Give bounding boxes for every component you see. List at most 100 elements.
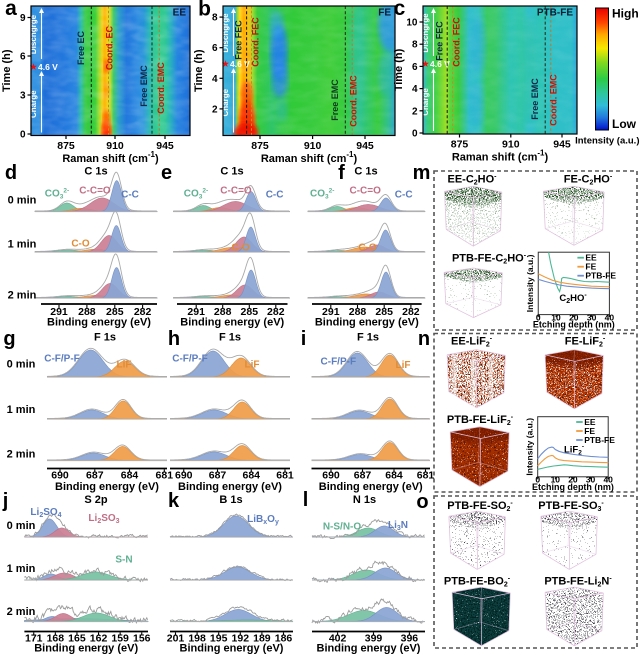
svg-text:8: 8	[212, 13, 218, 24]
svg-text:★: ★	[30, 63, 38, 72]
svg-text:3: 3	[20, 91, 26, 102]
svg-text:159: 159	[111, 633, 129, 645]
svg-text:CO32-: CO32-	[45, 188, 69, 201]
svg-text:Etching depth (nm): Etching depth (nm)	[532, 482, 614, 492]
svg-text:6: 6	[412, 62, 418, 73]
svg-text:Coord. EMC: Coord. EMC	[156, 62, 166, 114]
svg-text:EE: EE	[173, 8, 187, 19]
svg-text:C 1s: C 1s	[84, 166, 107, 178]
svg-text:30: 30	[587, 312, 597, 322]
svg-text:285: 285	[106, 306, 124, 318]
svg-text:C-O: C-O	[231, 243, 250, 254]
svg-text:282: 282	[267, 306, 285, 318]
svg-text:10: 10	[406, 18, 418, 29]
svg-text:LiF: LiF	[117, 359, 132, 370]
svg-text:CO32-: CO32-	[184, 188, 208, 201]
svg-text:171: 171	[25, 633, 43, 645]
svg-text:C-O: C-O	[358, 243, 377, 254]
svg-text:40: 40	[603, 475, 613, 485]
svg-text:Free FEC: Free FEC	[435, 21, 445, 61]
svg-text:EE-C2HO-: EE-C2HO-	[447, 174, 497, 187]
svg-text:Binding energy (eV): Binding energy (eV)	[319, 481, 423, 493]
svg-text:1 min: 1 min	[7, 404, 36, 416]
svg-text:h: h	[168, 328, 180, 350]
svg-text:Binding energy (eV): Binding energy (eV)	[47, 317, 151, 329]
svg-text:910: 910	[106, 140, 124, 152]
svg-text:a: a	[5, 0, 17, 20]
svg-text:875: 875	[251, 140, 269, 152]
svg-text:LiF: LiF	[245, 359, 260, 370]
svg-text:N-S/N-O: N-S/N-O	[323, 522, 362, 533]
svg-text:F 1s: F 1s	[357, 332, 379, 344]
svg-text:875: 875	[57, 140, 75, 152]
svg-text:30: 30	[586, 475, 596, 485]
svg-text:195: 195	[210, 633, 228, 645]
svg-text:Raman shift (cm-1): Raman shift (cm-1)	[452, 149, 549, 164]
svg-text:20: 20	[569, 312, 579, 322]
svg-text:C-C: C-C	[395, 190, 413, 201]
svg-text:0 min: 0 min	[7, 358, 36, 370]
svg-text:186: 186	[275, 633, 293, 645]
svg-text:0: 0	[535, 475, 540, 485]
svg-text:2: 2	[412, 106, 418, 117]
svg-text:N 1s: N 1s	[353, 494, 376, 506]
svg-text:4.6 V: 4.6 V	[430, 59, 450, 69]
svg-text:C2HO-: C2HO-	[559, 292, 587, 305]
svg-text:o: o	[416, 491, 428, 513]
svg-text:687: 687	[209, 470, 227, 482]
svg-text:LiF2-: LiF2-	[564, 444, 584, 457]
svg-text:6: 6	[212, 43, 218, 54]
svg-text:b: b	[198, 0, 211, 21]
svg-text:PTB-FE-SO3-: PTB-FE-SO3-	[538, 500, 604, 513]
svg-text:C-C: C-C	[266, 190, 284, 201]
svg-text:F 1s: F 1s	[94, 332, 116, 344]
svg-text:288: 288	[78, 306, 96, 318]
svg-text:Free EMC: Free EMC	[330, 79, 340, 121]
svg-text:Binding energy (eV): Binding energy (eV)	[55, 481, 159, 493]
svg-text:k: k	[168, 490, 180, 512]
svg-text:156: 156	[133, 633, 151, 645]
svg-text:LiF: LiF	[396, 360, 411, 371]
svg-text:PTB-FE-C2HO-: PTB-FE-C2HO-	[452, 253, 527, 266]
svg-text:681: 681	[417, 470, 435, 482]
svg-text:Binding energy (eV): Binding energy (eV)	[180, 643, 284, 655]
svg-text:192: 192	[232, 633, 250, 645]
svg-text:★: ★	[222, 60, 230, 69]
svg-text:282: 282	[402, 306, 420, 318]
svg-text:Etching depth (nm): Etching depth (nm)	[533, 320, 615, 330]
svg-text:10: 10	[551, 312, 561, 322]
svg-text:PTB-FE-SO2-: PTB-FE-SO2-	[447, 500, 513, 513]
svg-text:4: 4	[212, 74, 218, 85]
svg-text:FE-LiF2-: FE-LiF2-	[565, 336, 606, 349]
svg-text:Coord. EMC: Coord. EMC	[549, 74, 559, 126]
svg-text:Free EC: Free EC	[76, 30, 86, 65]
svg-text:★: ★	[422, 60, 430, 69]
svg-text:945: 945	[156, 140, 174, 152]
svg-text:PTB-FE: PTB-FE	[584, 435, 615, 445]
svg-text:1 min: 1 min	[8, 239, 37, 251]
svg-text:C-F/P-F: C-F/P-F	[172, 354, 208, 365]
svg-text:690: 690	[51, 470, 69, 482]
svg-text:Binding energy (eV): Binding energy (eV)	[317, 643, 421, 655]
svg-text:CO32-: CO32-	[310, 188, 334, 201]
svg-text:F 1s: F 1s	[219, 332, 241, 344]
svg-text:4: 4	[412, 84, 418, 95]
svg-text:Raman shift (cm-1): Raman shift (cm-1)	[62, 150, 159, 165]
svg-text:C 1s: C 1s	[220, 166, 243, 178]
svg-text:9: 9	[20, 13, 26, 24]
svg-text:910: 910	[502, 139, 520, 151]
svg-text:Time (h): Time (h)	[1, 49, 13, 92]
svg-text:288: 288	[214, 306, 232, 318]
svg-text:B 1s: B 1s	[219, 494, 242, 506]
svg-text:291: 291	[50, 306, 68, 318]
svg-text:Coord. FEC: Coord. FEC	[251, 17, 261, 67]
svg-text:40: 40	[605, 312, 615, 322]
svg-text:945: 945	[356, 140, 374, 152]
svg-text:198: 198	[188, 633, 206, 645]
svg-text:282: 282	[134, 306, 152, 318]
svg-text:288: 288	[349, 306, 367, 318]
svg-text:C-C=O: C-C=O	[349, 186, 381, 197]
svg-text:168: 168	[47, 633, 65, 645]
svg-text:Raman shift (cm-1): Raman shift (cm-1)	[261, 150, 358, 165]
svg-text:2: 2	[212, 104, 218, 115]
